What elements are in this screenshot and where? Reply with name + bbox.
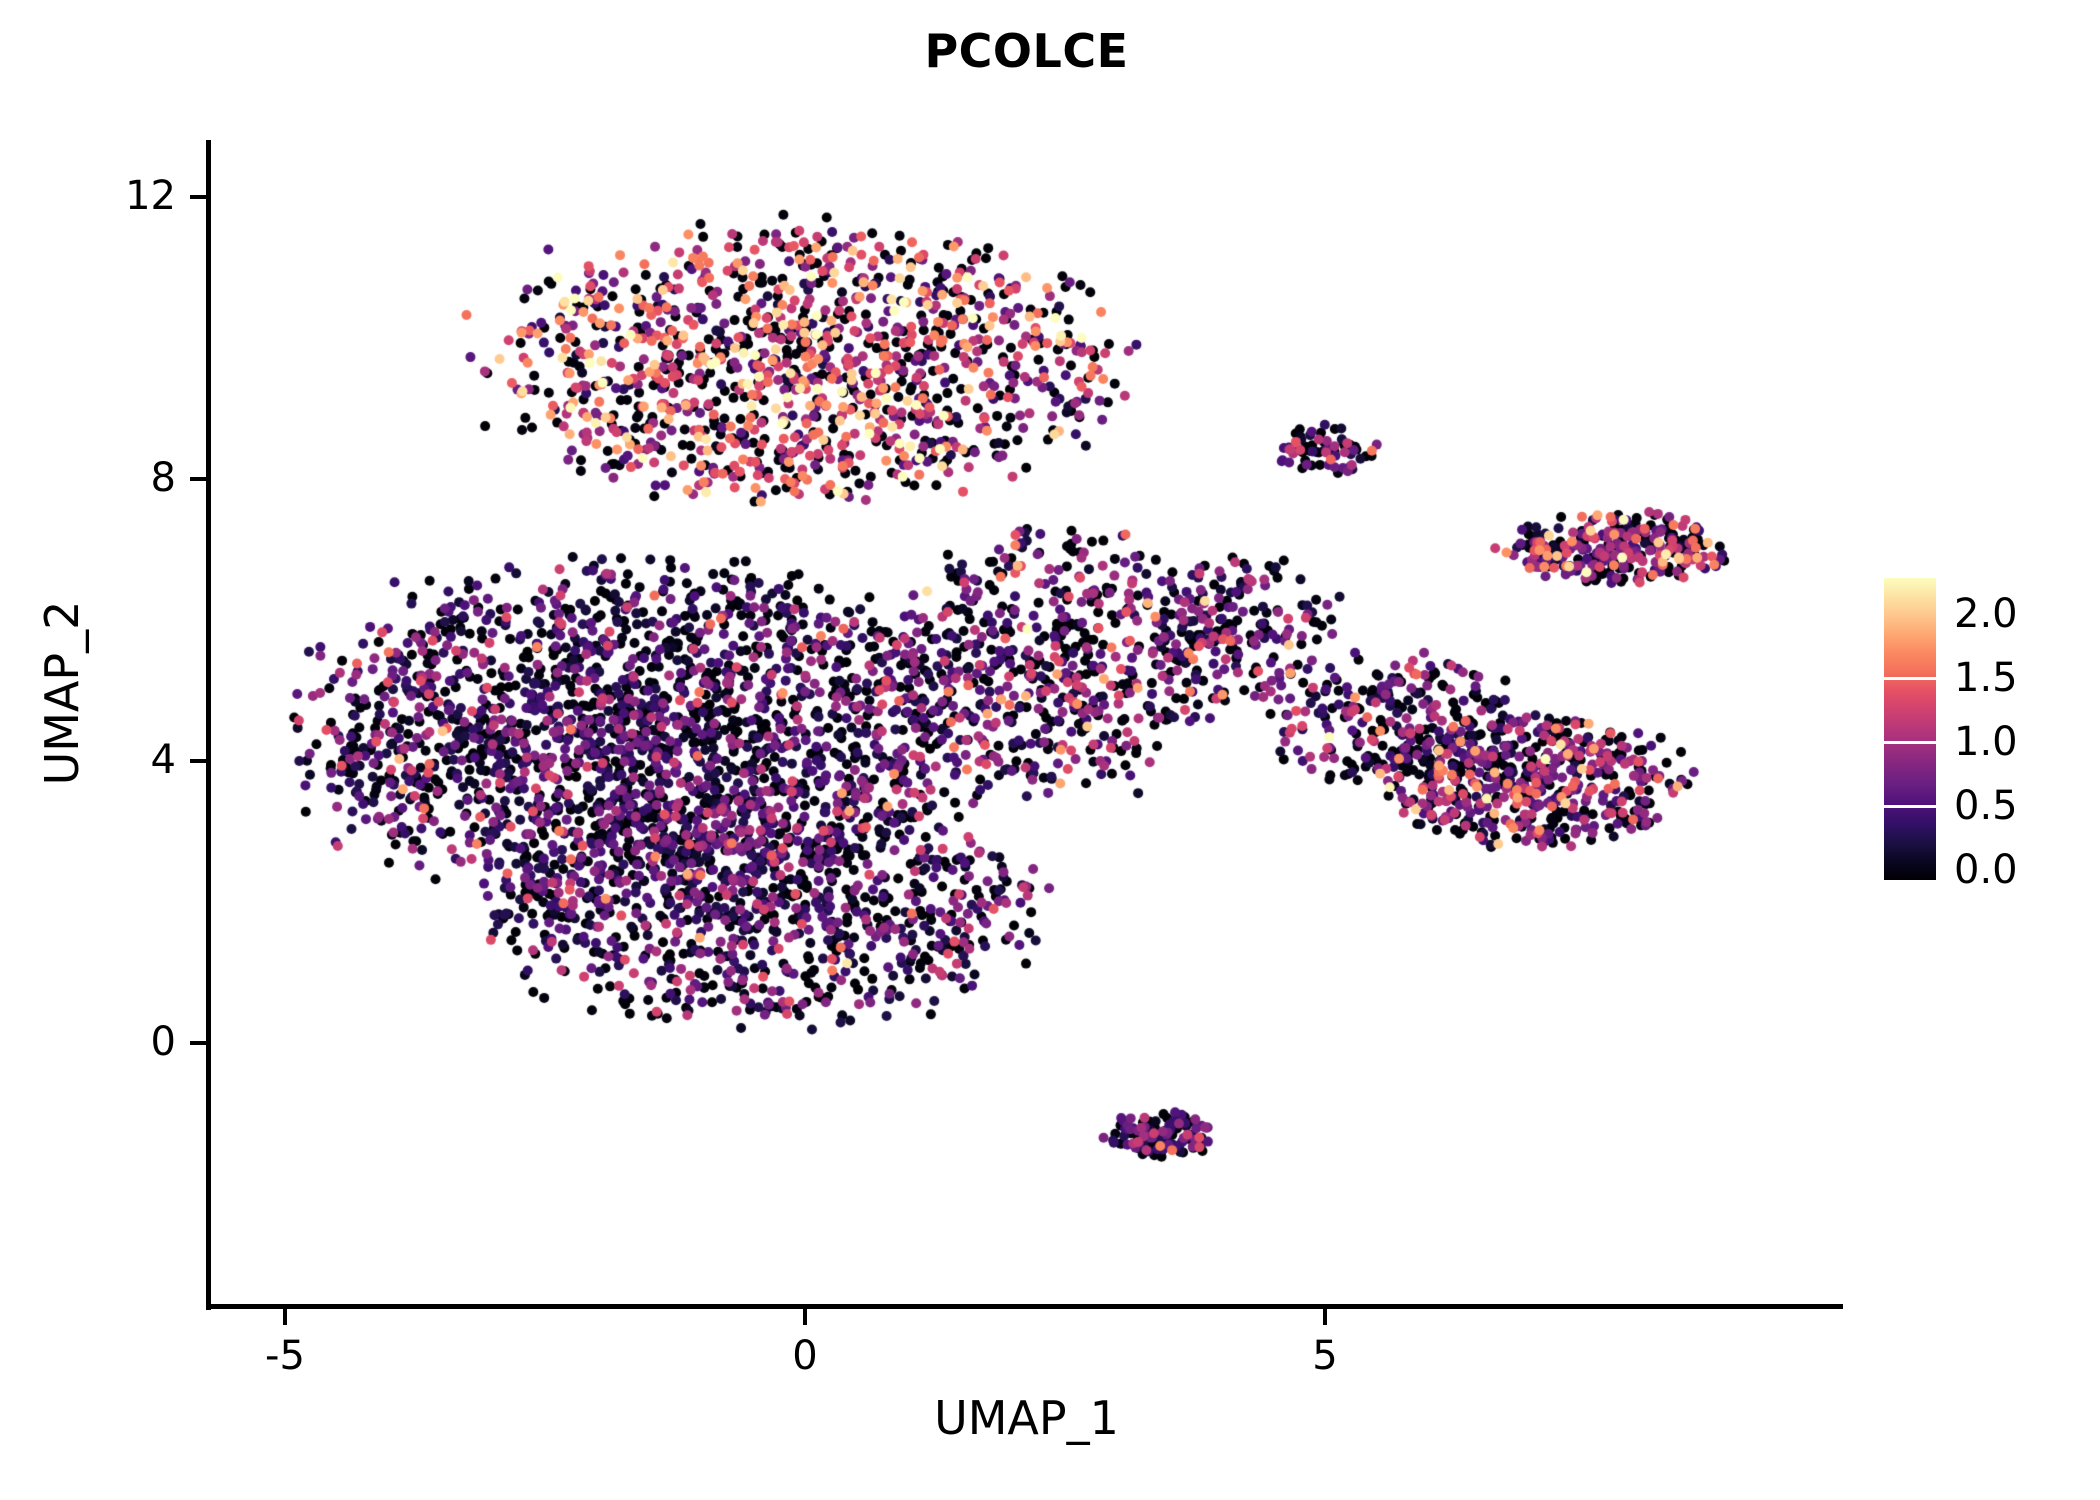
- colorbar-label-0_5: 0.5: [1954, 783, 2018, 829]
- colorbar-tick-0_5: [1884, 805, 1936, 808]
- y-tick-mark-4: [190, 759, 206, 763]
- x-tick-mark-neg5: [283, 1309, 287, 1325]
- y-tick-label-12: 12: [125, 173, 176, 219]
- colorbar-label-1_0: 1.0: [1954, 719, 2018, 765]
- y-tick-mark-12: [190, 195, 206, 199]
- y-tick-label-4: 4: [150, 737, 176, 783]
- colorbar-tick-1_0: [1884, 741, 1936, 744]
- y-axis-label: UMAP_2: [35, 600, 89, 786]
- x-axis-label: UMAP_1: [934, 1391, 1119, 1445]
- x-tick-label-5: 5: [1312, 1333, 1338, 1379]
- x-tick-mark-5: [1323, 1309, 1327, 1325]
- colorbar-tick-2_0: [1884, 613, 1936, 616]
- x-axis-spine: [206, 1304, 1843, 1309]
- x-tick-label-0: 0: [792, 1333, 818, 1379]
- y-tick-label-0: 0: [150, 1019, 176, 1065]
- colorbar-label-2_0: 2.0: [1954, 591, 2018, 637]
- colorbar-label-1_5: 1.5: [1954, 655, 2018, 701]
- colorbar-label-0_0: 0.0: [1954, 847, 2018, 893]
- x-tick-mark-0: [803, 1309, 807, 1325]
- colorbar-tick-0_0: [1884, 869, 1936, 872]
- y-tick-mark-8: [190, 477, 206, 481]
- colorbar-legend: 2.0 1.5 1.0 0.5 0.0: [1884, 578, 2084, 893]
- y-tick-mark-0: [190, 1041, 206, 1045]
- page-title: PCOLCE: [924, 24, 1129, 78]
- y-tick-label-8: 8: [150, 455, 176, 501]
- scatter-plot-area[interactable]: [211, 140, 1843, 1304]
- x-tick-label-neg5: -5: [265, 1333, 305, 1379]
- colorbar-gradient: [1884, 578, 1936, 880]
- colorbar-tick-1_5: [1884, 677, 1936, 680]
- y-axis-spine: [206, 140, 211, 1310]
